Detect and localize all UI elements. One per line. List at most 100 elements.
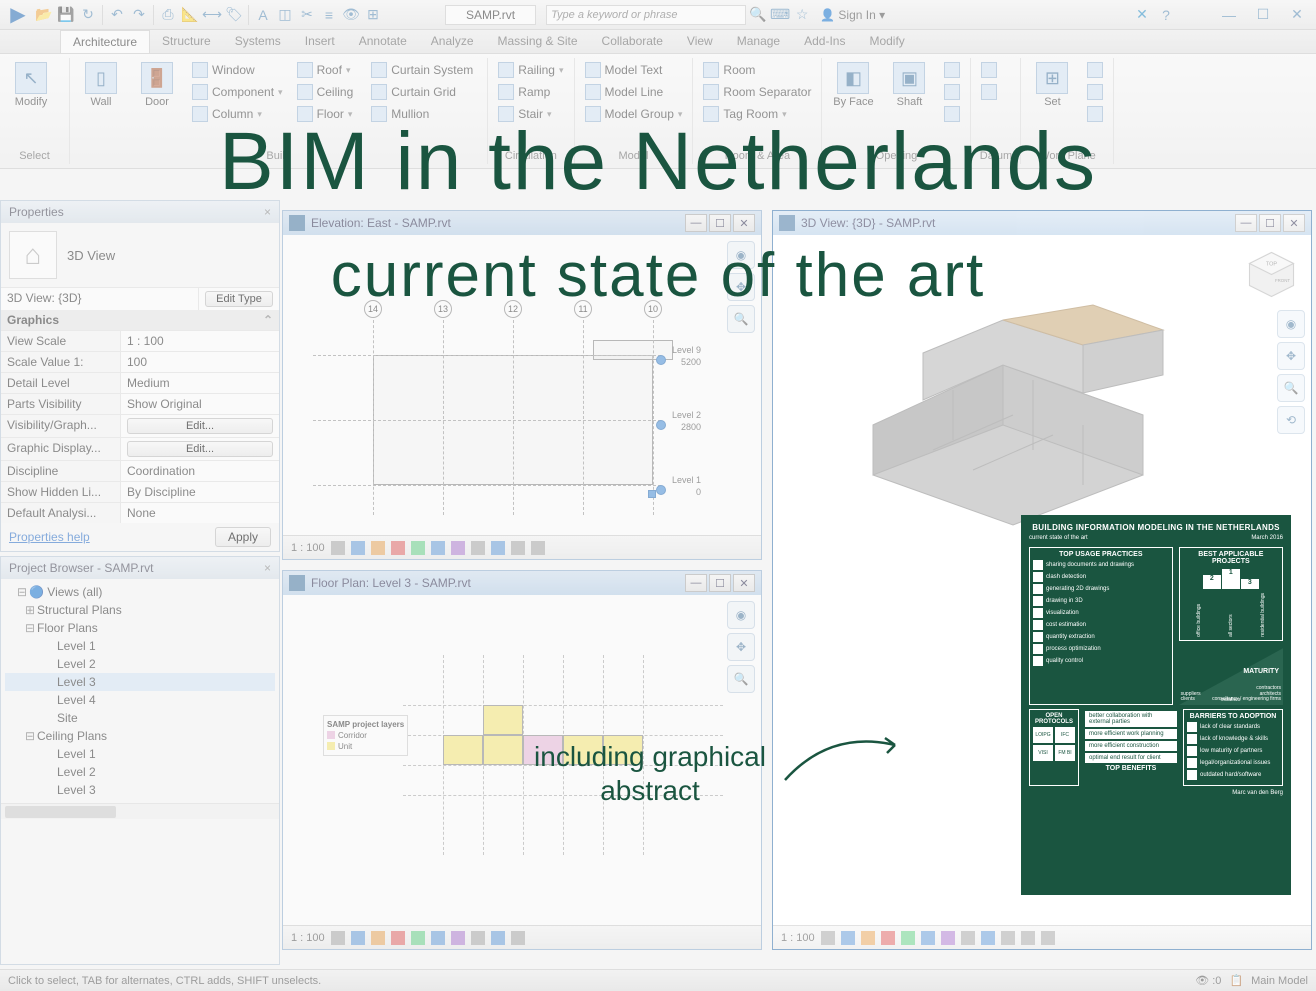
reveal-icon[interactable] <box>1001 931 1015 945</box>
show-button[interactable] <box>1083 60 1107 80</box>
property-row[interactable]: Detail LevelMedium <box>1 372 279 393</box>
sun-icon[interactable] <box>861 931 875 945</box>
style-icon[interactable] <box>351 541 365 555</box>
close-panel-icon[interactable]: × <box>264 561 271 575</box>
max-icon[interactable]: ☐ <box>709 214 731 232</box>
set-button[interactable]: ⊞Set <box>1027 60 1077 124</box>
save-icon[interactable]: 💾 <box>56 5 76 25</box>
model-text-button[interactable]: Model Text <box>581 60 687 80</box>
close-icon[interactable]: ✕ <box>1282 5 1312 25</box>
pan-icon[interactable]: ✥ <box>1277 342 1305 370</box>
opening-d-button[interactable] <box>940 104 964 124</box>
temp-icon[interactable] <box>471 541 485 555</box>
detail-icon[interactable] <box>331 931 345 945</box>
maximize-icon[interactable]: ☐ <box>1248 5 1278 25</box>
crop-icon[interactable] <box>411 931 425 945</box>
sync-icon[interactable]: ↻ <box>78 5 98 25</box>
railing-button[interactable]: Railing▾ <box>494 60 567 80</box>
shadow-icon[interactable] <box>391 541 405 555</box>
close-hidden-icon[interactable]: 👁 <box>341 5 361 25</box>
property-row[interactable]: Visibility/Graph...Edit... <box>1 414 279 437</box>
render-icon[interactable] <box>901 931 915 945</box>
reveal-icon[interactable] <box>491 541 505 555</box>
apply-button[interactable]: Apply <box>215 527 271 547</box>
undo-icon[interactable]: ↶ <box>107 5 127 25</box>
property-row[interactable]: DisciplineCoordination <box>1 460 279 481</box>
edit-type-button[interactable]: Edit Type <box>205 291 273 307</box>
room-separator-button[interactable]: Room Separator <box>699 82 815 102</box>
detail-icon[interactable] <box>821 931 835 945</box>
close-panel-icon[interactable]: × <box>264 205 271 219</box>
property-row[interactable]: Show Hidden Li...By Discipline <box>1 481 279 502</box>
constraint-icon[interactable] <box>531 541 545 555</box>
zoom-icon[interactable]: 🔍 <box>727 665 755 693</box>
wt-icon[interactable] <box>511 931 525 945</box>
tree-item[interactable]: Level 2 <box>5 763 275 781</box>
component-button[interactable]: Component▾ <box>188 82 287 102</box>
crop-icon[interactable] <box>921 931 935 945</box>
min-icon[interactable]: — <box>1235 214 1257 232</box>
byface-button[interactable]: ◧By Face <box>828 60 878 124</box>
tree-item[interactable]: Level 3 <box>5 673 275 691</box>
close-icon[interactable]: ✕ <box>733 214 755 232</box>
shadow-icon[interactable] <box>881 931 895 945</box>
keys-icon[interactable]: ⌨ <box>770 5 790 25</box>
ref-button[interactable] <box>1083 82 1107 102</box>
unlock-icon[interactable] <box>451 931 465 945</box>
close-icon[interactable]: ✕ <box>733 574 755 592</box>
column-button[interactable]: Column▾ <box>188 104 287 124</box>
star-icon[interactable]: ☆ <box>792 5 812 25</box>
door-button[interactable]: 🚪Door <box>132 60 182 124</box>
tree-item[interactable]: Site <box>5 709 275 727</box>
tree-item[interactable]: Level 2 <box>5 655 275 673</box>
graphics-section[interactable]: Graphics⌃ <box>1 310 279 330</box>
tree-item[interactable]: Level 1 <box>5 745 275 763</box>
curtain-grid-button[interactable]: Curtain Grid <box>367 82 481 102</box>
edit-button[interactable]: Edit... <box>127 418 273 434</box>
temp-icon[interactable] <box>981 931 995 945</box>
tree-item[interactable]: Level 1 <box>5 637 275 655</box>
property-row[interactable]: View Scale1 : 100 <box>1 330 279 351</box>
roof-button[interactable]: Roof▾ <box>293 60 362 80</box>
level-button[interactable] <box>977 60 1014 80</box>
property-row[interactable]: Parts VisibilityShow Original <box>1 393 279 414</box>
sun-icon[interactable] <box>371 931 385 945</box>
style-icon[interactable] <box>841 931 855 945</box>
floor-button[interactable]: Floor▾ <box>293 104 362 124</box>
tab-insert[interactable]: Insert <box>293 30 347 53</box>
mullion-button[interactable]: Mullion <box>367 104 481 124</box>
scale-label[interactable]: 1 : 100 <box>291 542 325 554</box>
tab-massingsite[interactable]: Massing & Site <box>486 30 590 53</box>
tree-group[interactable]: ⊟Floor Plans <box>5 619 275 637</box>
max-icon[interactable]: ☐ <box>709 574 731 592</box>
model-group-button[interactable]: Model Group▾ <box>581 104 687 124</box>
close-icon[interactable]: ✕ <box>1283 214 1305 232</box>
viewer-button[interactable] <box>1083 104 1107 124</box>
tab-systems[interactable]: Systems <box>223 30 293 53</box>
measure-icon[interactable]: 📐 <box>180 5 200 25</box>
wt-icon[interactable] <box>511 541 525 555</box>
tag-room-button[interactable]: Tag Room▾ <box>699 104 815 124</box>
detail-icon[interactable] <box>331 541 345 555</box>
zoom-icon[interactable]: 🔍 <box>727 305 755 333</box>
viewcube[interactable]: TOP FRONT <box>1244 247 1299 302</box>
search-icon[interactable]: 🔍 <box>748 5 768 25</box>
signin-button[interactable]: 👤 Sign In ▾ <box>814 6 891 24</box>
tree-root[interactable]: ⊟🔵 Views (all) <box>5 583 275 601</box>
tab-architecture[interactable]: Architecture <box>60 30 150 53</box>
tab-annotate[interactable]: Annotate <box>347 30 419 53</box>
property-row[interactable]: Default Analysi...None <box>1 502 279 523</box>
max-icon[interactable]: ☐ <box>1259 214 1281 232</box>
tag-icon[interactable]: 🏷 <box>224 5 244 25</box>
stair-button[interactable]: Stair▾ <box>494 104 567 124</box>
minimize-icon[interactable]: — <box>1214 5 1244 25</box>
style-icon[interactable] <box>351 931 365 945</box>
wall-button[interactable]: ▯Wall <box>76 60 126 124</box>
thin-icon[interactable]: ≡ <box>319 5 339 25</box>
room-button[interactable]: Room <box>699 60 815 80</box>
tab-structure[interactable]: Structure <box>150 30 223 53</box>
app-menu-icon[interactable]: ▶ <box>4 5 32 25</box>
scrollbar[interactable] <box>1 803 279 819</box>
tab-collaborate[interactable]: Collaborate <box>590 30 675 53</box>
analytic-icon[interactable] <box>1041 931 1055 945</box>
